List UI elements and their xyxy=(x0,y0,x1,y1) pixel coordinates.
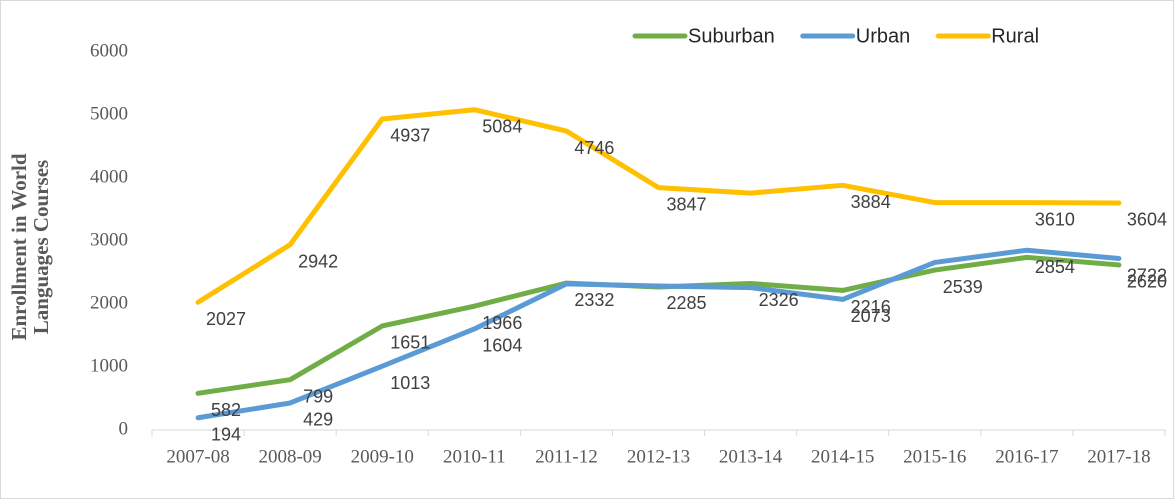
data-label: 2854 xyxy=(1035,257,1075,277)
data-label: 582 xyxy=(211,400,241,420)
x-tick-label: 2011-12 xyxy=(535,446,598,467)
y-tick-label: 6000 xyxy=(90,40,128,61)
data-label: 3604 xyxy=(1127,210,1167,230)
data-label: 3610 xyxy=(1035,209,1075,229)
data-label: 2942 xyxy=(298,251,338,271)
data-label: 2027 xyxy=(206,309,246,329)
data-label: 2539 xyxy=(943,277,983,297)
data-label: 3884 xyxy=(851,192,891,212)
data-label: 2285 xyxy=(666,293,706,313)
series-line xyxy=(195,107,1122,305)
data-label: 4937 xyxy=(390,126,430,146)
data-label: 1013 xyxy=(390,373,430,393)
y-tick-label: 2000 xyxy=(90,292,128,313)
data-label: 2620 xyxy=(1127,272,1167,292)
data-label: 2326 xyxy=(759,290,799,310)
data-label: 2332 xyxy=(574,290,614,310)
y-tick-label: 5000 xyxy=(90,103,128,124)
data-label: 2073 xyxy=(851,306,891,326)
x-tick-label: 2009-10 xyxy=(351,446,414,467)
data-label: 1651 xyxy=(390,333,430,353)
y-tick-label: 1000 xyxy=(90,355,128,376)
data-label: 1966 xyxy=(482,313,522,333)
legend-label: Urban xyxy=(856,25,910,47)
x-tick-label: 2015-16 xyxy=(903,446,966,467)
x-tick-label: 2012-13 xyxy=(627,446,690,467)
x-tick-label: 2017-18 xyxy=(1087,446,1150,467)
data-label: 799 xyxy=(303,386,333,406)
data-label: 3847 xyxy=(666,194,706,214)
x-tick-label: 2013-14 xyxy=(719,446,783,467)
x-tick-label: 2008-09 xyxy=(258,446,321,467)
x-tick-label: 2016-17 xyxy=(995,446,1058,467)
data-label: 5084 xyxy=(482,116,522,136)
y-tick-label: 4000 xyxy=(90,166,128,187)
x-tick-label: 2007-08 xyxy=(166,446,229,467)
data-label: 2722 xyxy=(1127,265,1167,285)
data-label: 2216 xyxy=(851,297,891,317)
y-tick-label: 0 xyxy=(119,418,129,439)
data-label: 429 xyxy=(303,410,333,430)
data-label: 1604 xyxy=(482,336,522,356)
data-label: 4746 xyxy=(574,138,614,158)
series-line xyxy=(195,247,1122,421)
y-tick-label: 3000 xyxy=(90,229,128,250)
x-tick-label: 2014-15 xyxy=(811,446,874,467)
y-axis-label: Enrollment in World Languages Courses xyxy=(7,153,53,341)
legend-label: Suburban xyxy=(688,25,775,47)
data-label: 194 xyxy=(211,425,241,445)
x-tick-label: 2010-11 xyxy=(443,446,506,467)
legend-label: Rural xyxy=(991,25,1039,47)
